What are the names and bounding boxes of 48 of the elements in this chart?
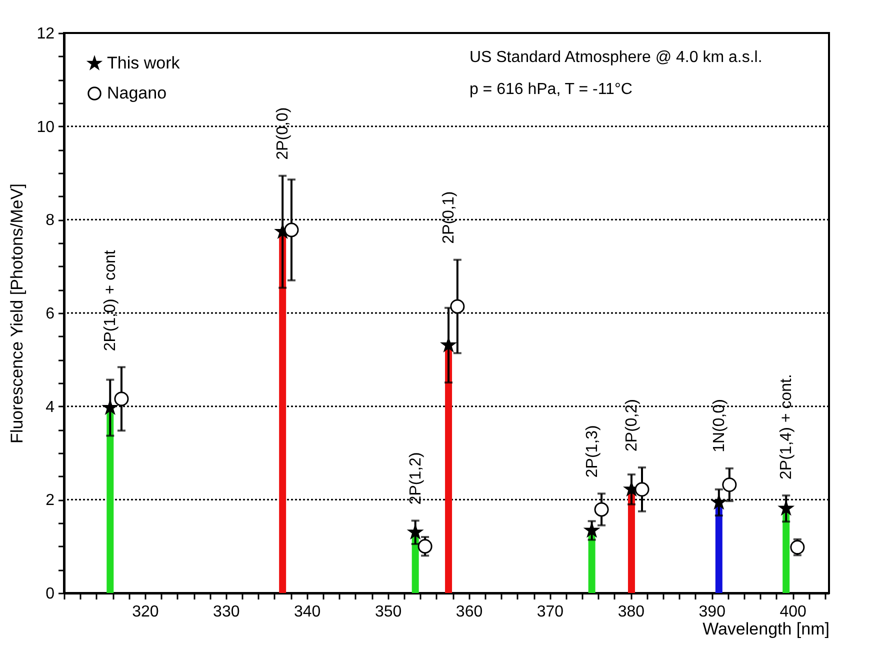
- annotation: p = 616 hPa, T = -11°C: [469, 81, 632, 98]
- annotation: 2P(1,3): [584, 425, 601, 478]
- x-tick-label: 340: [294, 604, 321, 620]
- annotation: US Standard Atmosphere @ 4.0 km a.s.l.: [469, 49, 762, 66]
- annotation: 2P(1,2): [407, 452, 424, 505]
- point: [284, 222, 299, 238]
- point: [722, 477, 737, 492]
- annotation: 2P(1,0) + cont: [102, 250, 120, 352]
- point: [114, 392, 129, 406]
- point: [418, 539, 432, 554]
- y-axis-title: Fluorescence Yield [Photons/MeV]: [8, 184, 27, 444]
- annotation: 1N(0,0): [710, 399, 728, 452]
- annotation: 2P(0,2): [623, 399, 640, 452]
- y-tick-label: 8: [46, 212, 55, 230]
- x-axis-title: Wavelength [nm]: [702, 620, 830, 638]
- point: [584, 523, 599, 536]
- point: [594, 502, 609, 517]
- point: [712, 495, 726, 508]
- point: [442, 338, 456, 352]
- annotation: 2P(0,0): [274, 107, 292, 160]
- point: [779, 501, 794, 515]
- point: [624, 482, 638, 496]
- point: [103, 400, 118, 414]
- x-tick-label: 350: [374, 604, 402, 620]
- point: [790, 540, 805, 555]
- point: [450, 299, 465, 314]
- y-tick-label: 12: [36, 26, 55, 42]
- annotation: 2P(1,4) + cont.: [778, 374, 796, 480]
- legend-label: Nagano: [107, 84, 167, 102]
- x-tick-label: 400: [780, 604, 807, 620]
- y-tick-label: 4: [46, 398, 55, 416]
- y-tick-label: 6: [46, 306, 55, 322]
- point: [634, 482, 650, 497]
- bar: [106, 408, 114, 593]
- x-tick-label: 370: [536, 604, 564, 620]
- y-tick-label: 2: [46, 492, 55, 510]
- annotation: 2P(0,1): [440, 191, 458, 244]
- x-tick-label: 320: [132, 604, 159, 620]
- bar: [445, 345, 452, 593]
- x-tick-label: 380: [618, 604, 645, 620]
- y-tick-label: 0: [46, 586, 55, 602]
- point: [408, 525, 422, 538]
- x-tick-label: 330: [213, 604, 240, 620]
- legend-label: This work: [107, 54, 180, 72]
- x-tick-label: 390: [698, 604, 726, 620]
- y-tick-label: 10: [36, 118, 55, 136]
- bar: [715, 502, 722, 593]
- x-tick-label: 360: [456, 604, 483, 620]
